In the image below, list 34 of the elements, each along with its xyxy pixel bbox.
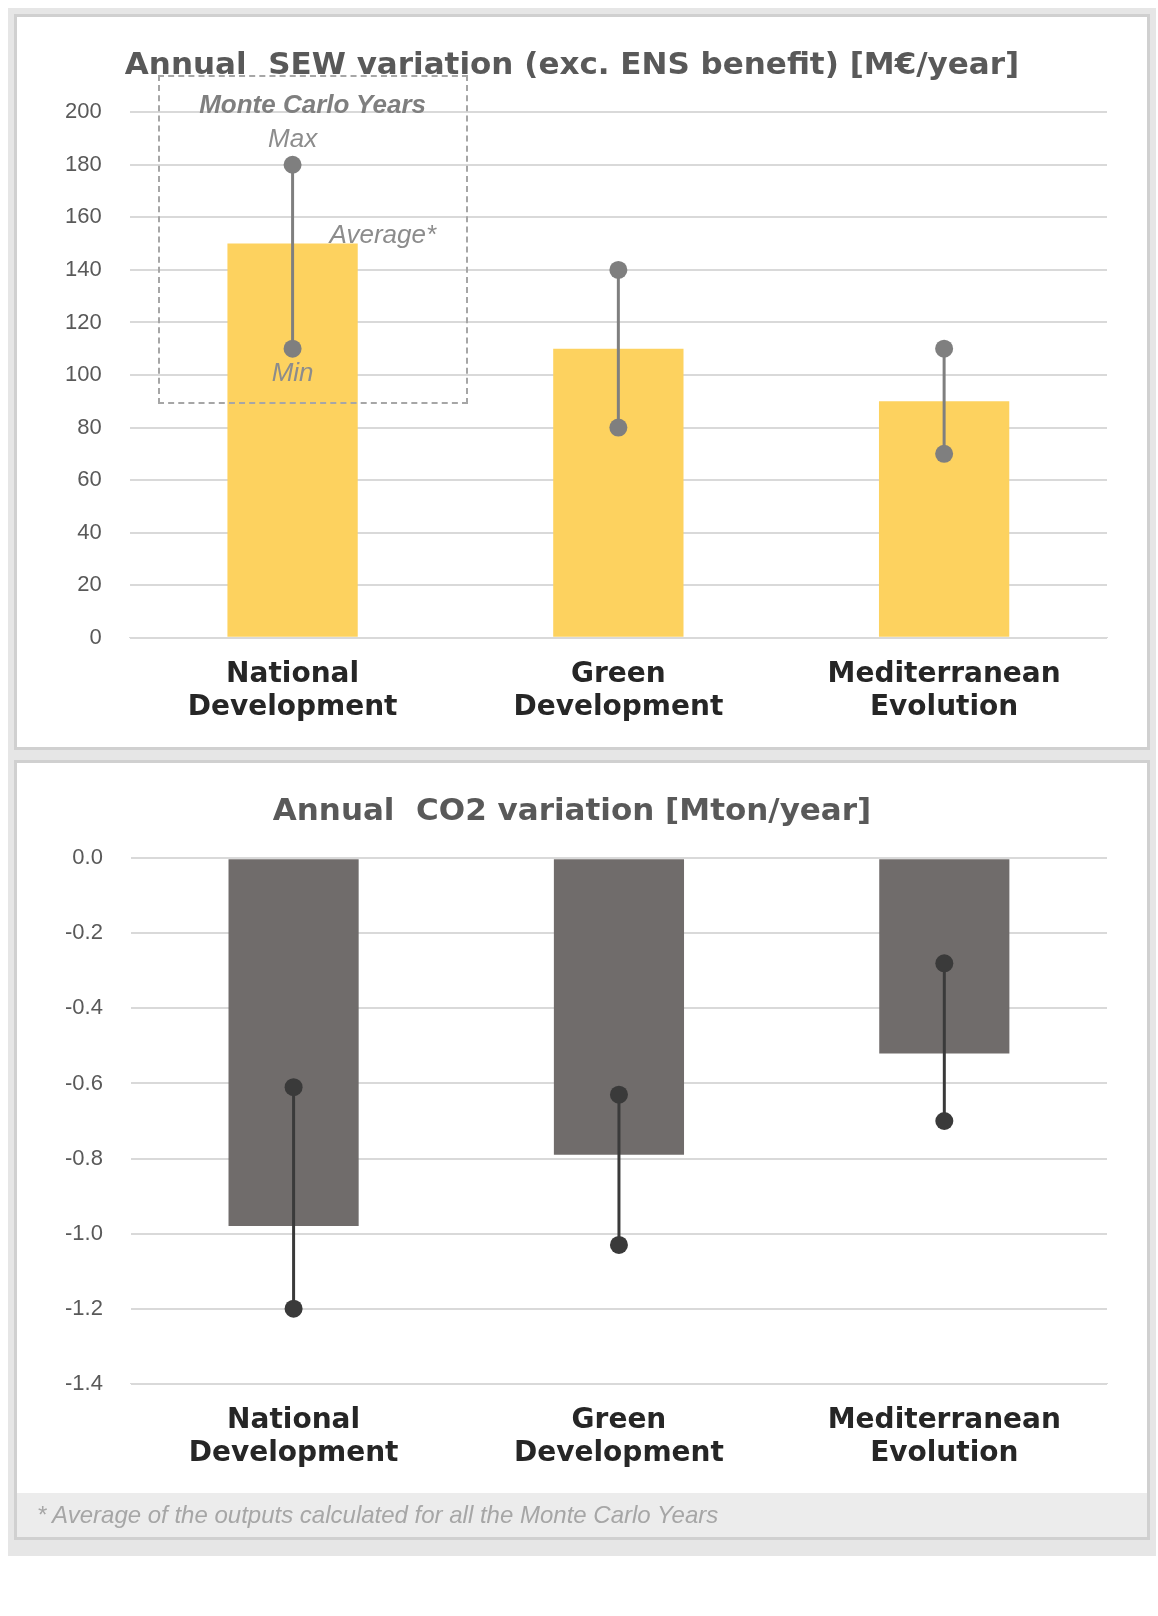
x-tick-label: Mediterranean Evolution xyxy=(827,655,1061,723)
x-tick-label: Green Development xyxy=(514,1401,724,1469)
x-tick-label: National Development xyxy=(188,1401,399,1469)
annotation: Max xyxy=(268,122,319,153)
y-tick-label: -0.6 xyxy=(64,1069,103,1095)
x-tick-label: National Development xyxy=(187,655,398,723)
y-tick-label: 140 xyxy=(64,255,102,281)
y-tick-label: -1.0 xyxy=(64,1219,103,1245)
annotation: Min xyxy=(271,356,314,387)
y-tick-label: 80 xyxy=(77,413,102,439)
y-tick-label: 0.0 xyxy=(72,844,103,870)
x-tick-label: Mediterranean Evolution xyxy=(827,1401,1061,1469)
y-tick-label: 60 xyxy=(77,466,102,492)
y-tick-label: -0.4 xyxy=(64,994,103,1020)
bar xyxy=(878,401,1010,637)
y-tick-label: 0 xyxy=(89,623,102,649)
y-tick-label: 200 xyxy=(64,98,102,124)
y-tick-label: 160 xyxy=(64,203,102,229)
y-tick-label: 40 xyxy=(77,518,102,544)
bar xyxy=(553,348,684,637)
chart-title: Annual SEW variation (exc. ENS benefit) [M€/year] xyxy=(124,44,1020,81)
y-tick-label: 20 xyxy=(77,571,102,597)
y-tick-label: -1.4 xyxy=(64,1369,103,1395)
text: * Average of the outputs calculated for all the Monte Carlo Years xyxy=(17,1493,1147,1537)
annotation: Monte Carlo Years xyxy=(198,88,427,120)
y-tick-label: -0.2 xyxy=(64,919,103,945)
y-tick-label: 180 xyxy=(64,150,102,176)
annotation: Average* xyxy=(327,218,437,249)
x-tick-label: Green Development xyxy=(513,655,724,723)
y-tick-label: 120 xyxy=(64,308,102,334)
y-tick-label: -0.8 xyxy=(64,1144,103,1170)
chart-title: Annual CO2 variation [Mton/year] xyxy=(272,790,872,827)
y-tick-label: -1.2 xyxy=(64,1294,103,1320)
y-tick-label: 100 xyxy=(64,361,102,387)
